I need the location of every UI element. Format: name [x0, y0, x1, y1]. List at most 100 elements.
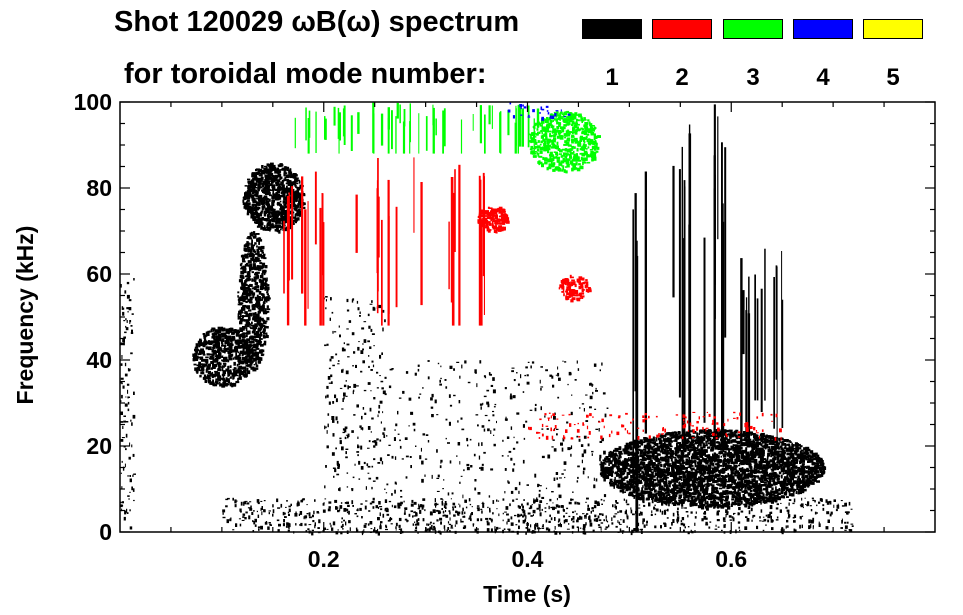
spectral-blob-pixel [243, 315, 247, 317]
spectral-speckle [470, 513, 472, 517]
spectral-speckle [502, 519, 504, 522]
spectral-blob-pixel [271, 181, 273, 185]
spectral-blob-pixel [264, 320, 268, 323]
spectral-blob-pixel [739, 446, 743, 450]
spectral-blob-pixel [734, 461, 738, 464]
spectral-speckle [676, 516, 680, 520]
spectral-blob-pixel [230, 327, 233, 330]
spectral-blob-pixel [791, 442, 793, 446]
spectral-blob-pixel [661, 449, 664, 452]
spectral-blob-pixel [243, 369, 247, 374]
spectral-speckle [232, 497, 234, 501]
spectral-blob-pixel [281, 209, 285, 214]
spectral-blob-pixel [763, 472, 766, 475]
spectral-blob-pixel [260, 333, 263, 337]
spectral-speckle [760, 509, 763, 513]
spectral-speckle [421, 507, 424, 510]
spectral-blob-pixel [649, 473, 653, 477]
spectral-blob-pixel [239, 345, 242, 349]
spectral-speckle [585, 501, 587, 503]
spectral-speckle [643, 504, 646, 507]
spectral-speckle [443, 505, 446, 509]
spectral-blob-pixel [667, 476, 669, 479]
spectral-speckle [256, 499, 260, 503]
spectral-blob-pixel [641, 497, 645, 500]
spectral-blob-pixel [729, 476, 734, 480]
spectral-speckle [518, 514, 521, 517]
spectral-blob-pixel [716, 480, 719, 483]
spectral-blob-pixel [245, 362, 249, 365]
spectral-speckle [254, 518, 257, 523]
spectral-blob-pixel [234, 349, 239, 353]
spectral-speckle [616, 502, 619, 504]
spectral-blob-pixel [262, 293, 265, 297]
spectral-blob-pixel [202, 367, 204, 372]
spectral-blob-pixel [793, 457, 797, 460]
spectral-speckle [605, 526, 609, 529]
spectral-speckle [769, 505, 773, 510]
spectral-blob-pixel [247, 284, 250, 289]
spectral-blob-pixel [257, 246, 262, 250]
spectral-blob-pixel [800, 452, 804, 456]
spectral-speckle [676, 520, 679, 524]
spectral-blob-pixel [253, 259, 257, 263]
spectral-blob-pixel [630, 446, 633, 451]
spectral-blob-pixel [768, 472, 772, 476]
spectral-blob-pixel [243, 366, 247, 369]
spectral-blob-pixel [692, 456, 696, 460]
spectral-blob-pixel [299, 197, 303, 200]
spectral-speckle [277, 507, 281, 509]
spectral-blob-pixel [765, 489, 768, 493]
spectral-speckle [752, 515, 754, 519]
spectral-blob-pixel [261, 280, 265, 285]
spectral-blob-pixel [260, 245, 265, 250]
spectral-blob-pixel [229, 365, 232, 368]
spectral-speckle [799, 516, 802, 519]
spectral-speckle [356, 515, 359, 518]
spectral-blob-pixel [299, 186, 303, 189]
spectral-blob-pixel [247, 178, 251, 181]
spectral-blob-pixel [626, 467, 628, 469]
spectral-blob-pixel [241, 334, 246, 339]
spectral-blob-pixel [209, 342, 213, 345]
spectral-blob-pixel [241, 257, 245, 261]
spectral-speckle [121, 306, 124, 310]
spectral-blob-pixel [720, 483, 723, 486]
spectral-speckle [510, 522, 514, 526]
spectral-speckle [836, 504, 840, 509]
spectral-blob-pixel [693, 449, 698, 452]
spectral-blob-pixel [256, 304, 259, 308]
spectral-blob-pixel [229, 369, 232, 373]
spectral-speckle [355, 527, 358, 530]
spectral-speckle [246, 502, 250, 505]
spectral-speckle [638, 513, 641, 516]
spectral-blob-pixel [633, 495, 636, 499]
spectral-speckle [250, 505, 252, 509]
spectral-blob-pixel [251, 244, 256, 247]
spectral-blob-pixel [649, 478, 653, 483]
spectral-blob-pixel [717, 442, 720, 444]
spectral-speckle [121, 355, 123, 359]
spectral-blob-pixel [280, 205, 283, 210]
spectral-blob-pixel [718, 487, 723, 490]
spectral-blob-pixel [771, 490, 776, 494]
spectral-blob-pixel [224, 349, 228, 352]
spectral-blob-pixel [654, 483, 658, 486]
spectral-blob-pixel [822, 466, 826, 468]
spectral-blob-pixel [738, 454, 741, 459]
spectral-blob-pixel [798, 443, 801, 447]
spectral-blob-pixel [692, 504, 695, 507]
spectral-blob-pixel [250, 196, 254, 199]
spectral-blob-pixel [256, 271, 260, 274]
spectral-blob-pixel [795, 448, 800, 451]
spectral-speckle [295, 523, 297, 526]
spectral-blob-pixel [221, 359, 223, 362]
spectral-blob-pixel [665, 491, 667, 494]
spectral-blob-pixel [646, 484, 649, 487]
spectral-blob-pixel [254, 177, 259, 181]
spectral-blob-pixel [205, 356, 209, 359]
spectral-blob-pixel [193, 354, 198, 357]
spectral-blob-pixel [641, 450, 644, 453]
spectral-blob-pixel [249, 355, 254, 359]
spectral-blob-pixel [267, 211, 271, 214]
